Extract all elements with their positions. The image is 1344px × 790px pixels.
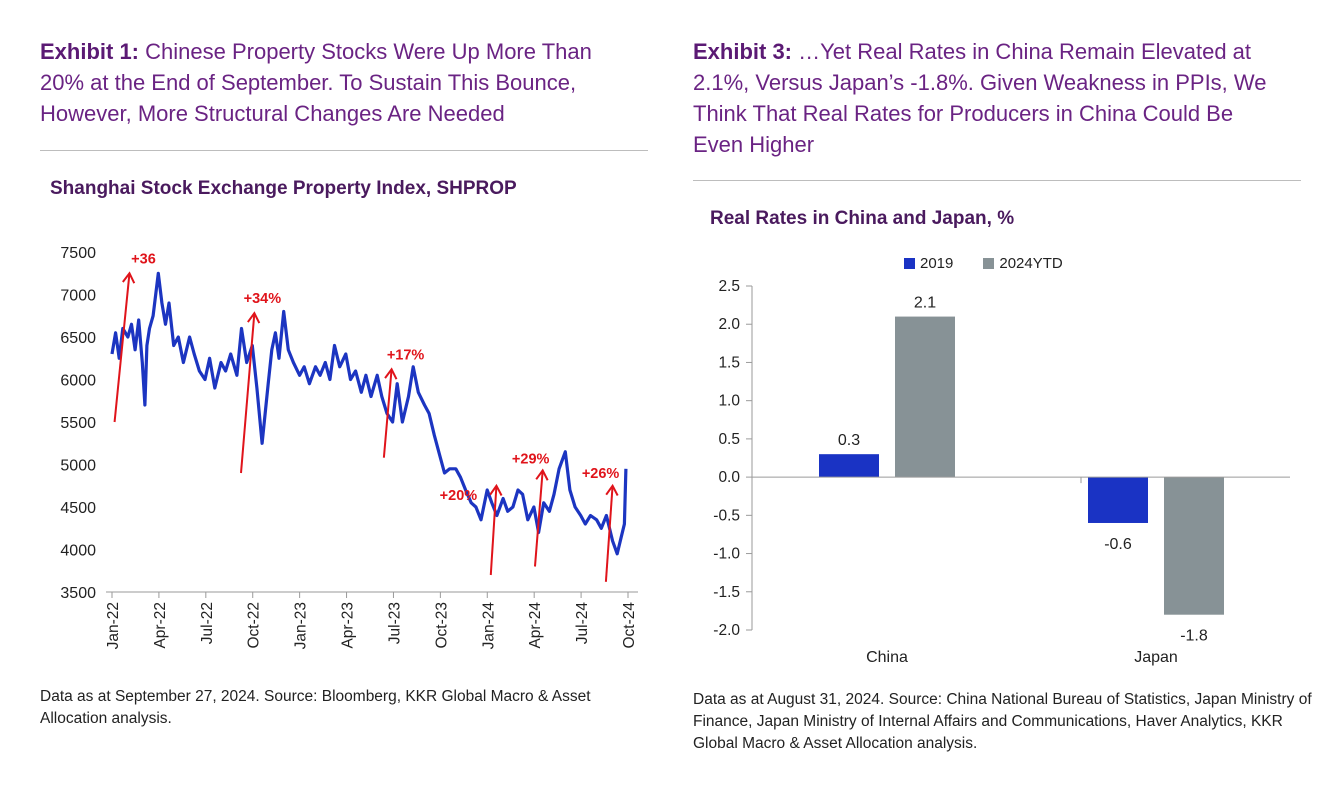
bar-y-tick-label: -1.0 <box>713 546 740 563</box>
line-x-tick-label: Jul-23 <box>386 602 403 644</box>
rally-label: +34% <box>244 291 282 307</box>
rally-label: +29% <box>512 451 550 467</box>
real-rates-bar-chart: 2.5 2.0 1.5 1.0 0.5 0.0 -0.5 -1.0 -1.5 -2.0 0.3 2.… <box>713 278 1290 666</box>
line-y-tick-label: 5000 <box>60 458 96 475</box>
line-y-tick-label: 5500 <box>60 415 96 432</box>
line-x-tick-label: Apr-22 <box>152 602 169 649</box>
right-source-note: Data as at August 31, 2024. Source: Chin… <box>693 691 1312 752</box>
bar-y-tick-label: 2.0 <box>718 316 740 333</box>
rally-label: +36 <box>131 251 156 267</box>
line-y-tick-label: 3500 <box>60 585 96 602</box>
line-x-tick-label: Jul-22 <box>199 602 216 644</box>
property-index-line <box>110 271 628 556</box>
property-index-line-chart: 3500 4000 4500 5000 5500 6000 6500 7000 7500 Jan… <box>60 245 638 650</box>
rally-label: +20% <box>440 488 478 504</box>
bar-chart-x-axis: China Japan <box>752 476 1290 666</box>
rally-label: +17% <box>387 347 425 363</box>
exhibit-1-heading: Exhibit 1: Chinese Property Stocks Were … <box>40 36 640 129</box>
legend-swatch-2019 <box>904 258 915 269</box>
line-x-tick-label: Apr-24 <box>527 602 544 649</box>
bar-value-label: -1.8 <box>1180 628 1208 645</box>
rally-arrows: +36 +34% +17% +20% +29% +26% <box>113 251 620 582</box>
line-y-tick-label: 7000 <box>60 288 96 305</box>
bar-china-2024ytd <box>895 316 955 478</box>
line-x-tick-label: Oct-24 <box>621 602 638 649</box>
bar-y-tick-label: 0.0 <box>718 469 740 486</box>
bar-value-label: 2.1 <box>914 295 936 312</box>
exhibit-1-text: Chinese Property Stocks Were Up More Tha… <box>40 39 592 126</box>
line-x-tick-label: Apr-23 <box>340 602 357 649</box>
legend-swatch-2024ytd <box>983 258 995 269</box>
bar-y-tick-label: -2.0 <box>713 622 740 639</box>
line-x-tick-label: Jul-24 <box>574 602 591 645</box>
legend-item-2019: 2019 <box>904 255 953 272</box>
line-chart-x-axis: Jan-22 Apr-22 Jul-22 Oct-22 Jan-23 Apr-23 Jul-… <box>105 591 638 650</box>
rally-arrow: +34% <box>240 291 282 474</box>
bar-value-label: -0.6 <box>1104 536 1132 553</box>
bar-y-tick-label: 2.5 <box>718 278 740 295</box>
bar-y-tick-label: 1.5 <box>718 354 740 371</box>
line-x-tick-label: Oct-23 <box>433 602 450 649</box>
bar-y-tick-label: 1.0 <box>718 393 740 410</box>
left-divider <box>40 150 648 151</box>
bar-chart-bars: 0.3 2.1 -0.6 -1.8 <box>819 295 1224 645</box>
line-y-tick-label: 4000 <box>60 543 96 560</box>
left-source-note: Data as at September 27, 2024. Source: B… <box>40 688 591 727</box>
line-y-tick-label: 7500 <box>60 245 96 262</box>
bar-category-label: Japan <box>1134 649 1178 666</box>
line-x-tick-label: Jan-23 <box>293 602 310 649</box>
bar-y-tick-label: 0.5 <box>718 431 740 448</box>
rally-arrow: +17% <box>382 347 425 458</box>
bar-value-label: 0.3 <box>838 432 860 449</box>
rally-arrow: +26% <box>582 466 620 582</box>
legend-label-2024ytd: 2024YTD <box>999 255 1063 272</box>
line-y-tick-label: 6500 <box>60 330 96 347</box>
exhibit-3-heading: Exhibit 3: …Yet Real Rates in China Rema… <box>693 36 1283 160</box>
exhibit-3-lead: Exhibit 3: <box>693 39 793 64</box>
legend-item-2024ytd: 2024YTD <box>983 255 1063 272</box>
bar-y-tick-label: -0.5 <box>713 507 740 524</box>
right-divider <box>693 180 1301 181</box>
bar-china-2019 <box>819 454 879 478</box>
rally-label: +26% <box>582 466 620 482</box>
line-x-tick-label: Jan-24 <box>480 602 497 650</box>
line-x-tick-label: Jan-22 <box>105 602 122 649</box>
bar-chart-title: Real Rates in China and Japan, % <box>710 208 1015 229</box>
line-y-tick-label: 4500 <box>60 500 96 517</box>
bar-category-label: China <box>866 649 908 666</box>
bar-japan-2024ytd <box>1164 477 1224 615</box>
exhibit-3-text: …Yet Real Rates in China Remain Elevated… <box>693 39 1267 157</box>
bar-y-tick-label: -1.5 <box>713 584 740 601</box>
bar-chart-legend: 2019 2024YTD <box>904 255 1063 272</box>
line-y-tick-label: 6000 <box>60 373 96 390</box>
exhibit-1-lead: Exhibit 1: <box>40 39 140 64</box>
rally-arrow: +29% <box>512 451 550 567</box>
rally-arrow: +20% <box>440 483 503 576</box>
line-chart-y-axis: 3500 4000 4500 5000 5500 6000 6500 7000 7500 <box>60 245 96 602</box>
rally-arrow: +36 <box>113 251 156 423</box>
line-chart-title: Shanghai Stock Exchange Property Index, … <box>50 178 517 199</box>
line-x-tick-label: Oct-22 <box>246 602 263 649</box>
bar-japan-2019 <box>1088 477 1148 523</box>
bar-chart-y-axis: 2.5 2.0 1.5 1.0 0.5 0.0 -0.5 -1.0 -1.5 -2.0 <box>713 278 753 639</box>
legend-label-2019: 2019 <box>920 255 954 272</box>
